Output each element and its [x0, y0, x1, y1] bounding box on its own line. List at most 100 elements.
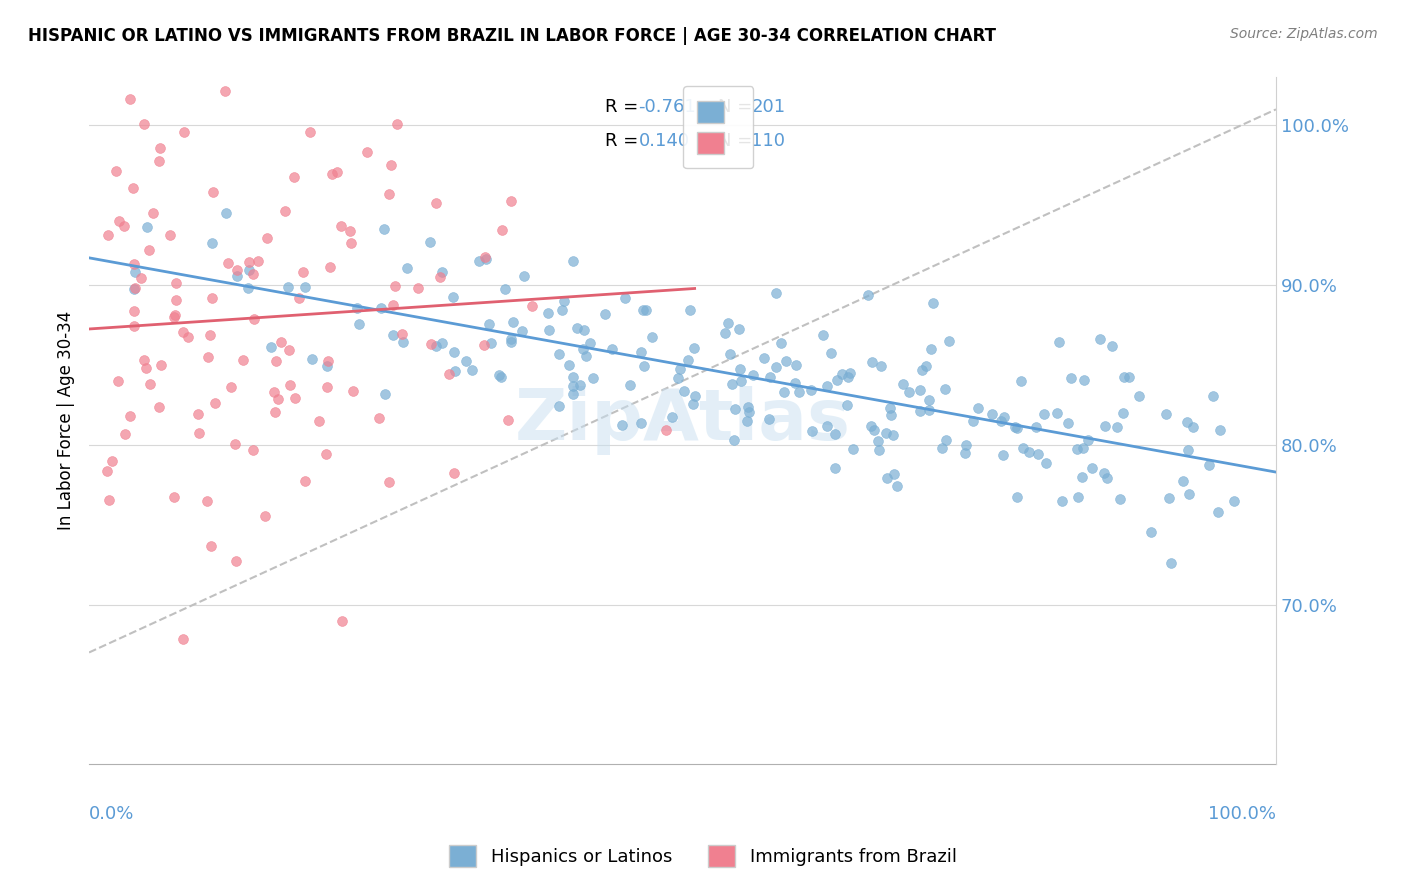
Point — [124, 303, 146, 318]
Point — [443, 363, 465, 377]
Point — [340, 235, 363, 250]
Point — [789, 385, 811, 400]
Point — [214, 84, 236, 98]
Point — [294, 474, 316, 488]
Point — [378, 186, 401, 201]
Point — [769, 336, 792, 351]
Point — [860, 419, 883, 434]
Point — [1010, 374, 1032, 388]
Point — [478, 318, 501, 332]
Point — [460, 363, 482, 377]
Point — [858, 288, 880, 302]
Point — [124, 257, 146, 271]
Point — [159, 228, 181, 243]
Point — [582, 371, 605, 385]
Point — [242, 311, 264, 326]
Point — [728, 362, 751, 376]
Point — [640, 330, 662, 344]
Point — [737, 400, 759, 414]
Point — [97, 228, 120, 243]
Point — [630, 344, 652, 359]
Point — [1128, 388, 1150, 402]
Point — [737, 414, 759, 428]
Point — [815, 379, 838, 393]
Point — [316, 359, 339, 373]
Point — [562, 253, 585, 268]
Point — [1112, 407, 1135, 421]
Point — [1094, 419, 1116, 434]
Point — [1140, 524, 1163, 539]
Point — [201, 185, 224, 199]
Point — [491, 223, 513, 237]
Point — [148, 153, 170, 168]
Point — [600, 342, 623, 356]
Point — [277, 279, 299, 293]
Point — [419, 235, 441, 250]
Point — [326, 51, 349, 65]
Point — [1177, 415, 1199, 429]
Point — [825, 374, 848, 388]
Point — [1047, 335, 1070, 350]
Point — [720, 376, 742, 391]
Point — [441, 290, 464, 304]
Point — [165, 276, 187, 290]
Text: 201: 201 — [751, 98, 786, 116]
Point — [149, 141, 172, 155]
Point — [824, 427, 846, 442]
Point — [673, 384, 696, 398]
Point — [122, 319, 145, 334]
Point — [150, 358, 173, 372]
Point — [921, 296, 943, 310]
Point — [1088, 332, 1111, 346]
Point — [489, 370, 512, 384]
Point — [868, 434, 890, 449]
Point — [953, 446, 976, 460]
Point — [891, 376, 914, 391]
Point — [382, 328, 405, 343]
Point — [1070, 469, 1092, 483]
Text: -0.761: -0.761 — [638, 98, 696, 116]
Point — [470, 29, 492, 44]
Point — [201, 291, 224, 305]
Point — [727, 322, 749, 336]
Point — [1005, 421, 1028, 435]
Point — [1177, 442, 1199, 457]
Point — [1035, 456, 1057, 470]
Point — [553, 293, 575, 308]
Point — [238, 281, 260, 295]
Point — [868, 442, 890, 457]
Point — [1154, 407, 1177, 421]
Point — [107, 374, 129, 388]
Text: R =: R = — [606, 98, 644, 116]
Point — [368, 411, 391, 425]
Point — [938, 334, 960, 348]
Point — [346, 301, 368, 315]
Point — [378, 475, 401, 489]
Point — [631, 303, 654, 318]
Point — [204, 396, 226, 410]
Point — [716, 316, 738, 330]
Point — [419, 336, 441, 351]
Text: R =: R = — [606, 132, 644, 150]
Point — [1101, 339, 1123, 353]
Point — [579, 335, 602, 350]
Point — [292, 265, 315, 279]
Point — [114, 426, 136, 441]
Point — [565, 321, 588, 335]
Point — [1097, 471, 1119, 485]
Point — [876, 471, 898, 485]
Point — [104, 163, 127, 178]
Point — [301, 351, 323, 366]
Point — [172, 325, 194, 339]
Point — [432, 336, 454, 351]
Point — [124, 265, 146, 279]
Point — [342, 384, 364, 398]
Point — [256, 231, 278, 245]
Point — [800, 384, 823, 398]
Point — [374, 387, 396, 401]
Point — [880, 408, 903, 422]
Point — [811, 328, 834, 343]
Point — [775, 353, 797, 368]
Point — [329, 219, 352, 233]
Point — [824, 460, 846, 475]
